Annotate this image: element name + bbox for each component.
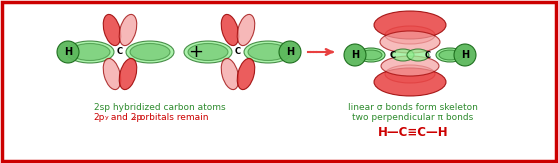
Text: C: C: [425, 51, 431, 59]
Ellipse shape: [360, 50, 382, 60]
Ellipse shape: [248, 44, 288, 60]
Ellipse shape: [381, 56, 439, 76]
Text: linear σ bonds form skeleton: linear σ bonds form skeleton: [348, 103, 478, 112]
Text: H: H: [286, 47, 294, 57]
Ellipse shape: [244, 41, 292, 63]
Ellipse shape: [126, 41, 174, 63]
Ellipse shape: [221, 58, 239, 90]
Ellipse shape: [374, 11, 446, 39]
Ellipse shape: [221, 14, 239, 46]
Text: two perpendicular π bonds: two perpendicular π bonds: [352, 113, 474, 122]
Ellipse shape: [344, 44, 366, 66]
Text: 2p: 2p: [93, 113, 104, 122]
Ellipse shape: [57, 41, 79, 63]
Ellipse shape: [66, 41, 114, 63]
Ellipse shape: [454, 44, 476, 66]
Text: H: H: [351, 50, 359, 60]
Text: z: z: [133, 116, 136, 120]
Text: H—C≡C—H: H—C≡C—H: [378, 126, 448, 139]
Ellipse shape: [130, 44, 170, 60]
Text: orbitals remain: orbitals remain: [137, 113, 209, 122]
Ellipse shape: [70, 44, 110, 60]
Ellipse shape: [385, 65, 435, 83]
Text: H: H: [64, 47, 72, 57]
Ellipse shape: [237, 14, 255, 46]
Text: C: C: [117, 47, 123, 57]
Ellipse shape: [380, 31, 440, 53]
Ellipse shape: [237, 58, 255, 90]
Ellipse shape: [392, 49, 414, 61]
Ellipse shape: [436, 48, 464, 62]
Text: +: +: [189, 43, 204, 61]
Text: and 2p: and 2p: [108, 113, 142, 122]
Ellipse shape: [188, 44, 228, 60]
Ellipse shape: [385, 26, 435, 44]
Ellipse shape: [374, 68, 446, 96]
Ellipse shape: [119, 58, 137, 90]
Ellipse shape: [279, 41, 301, 63]
Ellipse shape: [103, 14, 121, 46]
Ellipse shape: [103, 58, 121, 90]
Text: y: y: [104, 116, 108, 120]
Text: C: C: [235, 47, 241, 57]
Ellipse shape: [119, 14, 137, 46]
Text: 2sp hybridized carbon atoms: 2sp hybridized carbon atoms: [94, 103, 226, 112]
Text: H: H: [461, 50, 469, 60]
Ellipse shape: [407, 49, 429, 61]
Ellipse shape: [184, 41, 232, 63]
Ellipse shape: [439, 50, 461, 60]
Text: C: C: [390, 51, 396, 59]
Ellipse shape: [357, 48, 385, 62]
